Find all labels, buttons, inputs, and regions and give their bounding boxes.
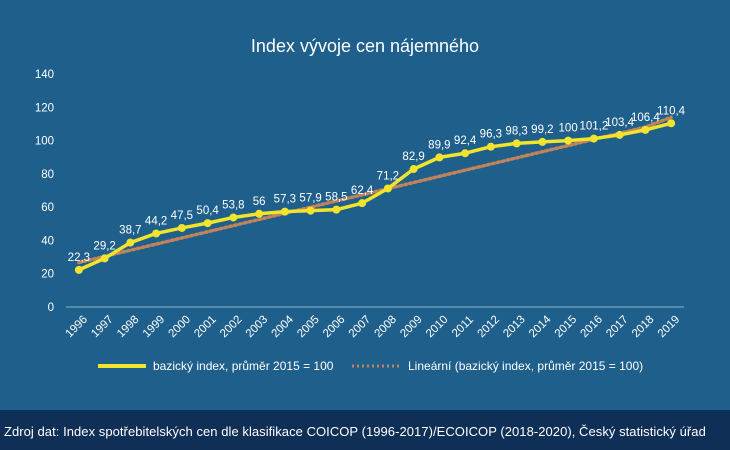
y-tick-label: 60 bbox=[41, 202, 54, 214]
data-point bbox=[538, 137, 547, 146]
x-tick-label: 2006 bbox=[321, 314, 348, 341]
data-point bbox=[409, 165, 418, 174]
x-tick-label: 2007 bbox=[347, 314, 374, 341]
data-point bbox=[255, 209, 264, 218]
data-label: 71,2 bbox=[377, 171, 399, 183]
x-tick-label: 2016 bbox=[578, 314, 605, 341]
x-tick-label: 2010 bbox=[424, 314, 451, 341]
data-point bbox=[229, 213, 238, 222]
data-label: 62,4 bbox=[351, 185, 374, 197]
data-label: 50,4 bbox=[196, 205, 219, 217]
y-tick-label: 80 bbox=[41, 169, 54, 181]
data-point bbox=[435, 153, 444, 162]
x-tick-label: 2015 bbox=[553, 314, 580, 341]
source-note: Zdroj dat: Index spotřebitelských cen dl… bbox=[4, 424, 706, 439]
chart-title: Index vývoje cen nájemného bbox=[251, 36, 479, 56]
data-label: 47,5 bbox=[171, 210, 193, 222]
x-tick-label: 2009 bbox=[398, 314, 425, 341]
x-tick-label: 2008 bbox=[372, 314, 399, 341]
footer: Zdroj dat: Index spotřebitelských cen dl… bbox=[0, 410, 730, 450]
data-label: 22,3 bbox=[68, 252, 90, 264]
x-tick-label: 2019 bbox=[656, 314, 683, 341]
x-tick-label: 2017 bbox=[604, 314, 631, 341]
data-label: 82,9 bbox=[402, 151, 424, 163]
x-tick-label: 2005 bbox=[295, 314, 322, 341]
data-point bbox=[667, 119, 676, 128]
data-label: 101,2 bbox=[579, 121, 608, 133]
data-label: 57,3 bbox=[274, 194, 296, 206]
legend: bazický index, průměr 2015 = 100 Lineárn… bbox=[98, 359, 643, 373]
legend-label-trend: Lineární (bazický index, průměr 2015 = 1… bbox=[408, 359, 643, 373]
chart-svg: Index vývoje cen nájemného 0204060801001… bbox=[35, 36, 686, 373]
data-label: 44,2 bbox=[145, 215, 167, 227]
data-label: 89,9 bbox=[428, 139, 450, 151]
x-tick-label: 2011 bbox=[450, 314, 476, 340]
data-point bbox=[100, 254, 109, 263]
data-point bbox=[203, 219, 212, 228]
data-point bbox=[74, 265, 83, 274]
legend-label-index: bazický index, průměr 2015 = 100 bbox=[153, 359, 334, 373]
data-label: 38,7 bbox=[119, 225, 141, 237]
y-tick-label: 140 bbox=[35, 69, 54, 81]
data-label: 98,3 bbox=[505, 125, 527, 137]
data-point bbox=[358, 199, 367, 208]
data-label: 29,2 bbox=[93, 240, 115, 252]
data-label: 99,2 bbox=[531, 124, 553, 136]
data-point bbox=[486, 142, 495, 151]
x-tick-label: 2003 bbox=[244, 314, 271, 341]
data-labels: 22,329,2 38,7 44,2 47,5 50,4 53,8 56 57,3 57,9 58… bbox=[68, 105, 686, 264]
x-tick-label: 2014 bbox=[527, 313, 554, 340]
data-label: 56 bbox=[253, 196, 266, 208]
data-point bbox=[512, 139, 521, 148]
data-label: 100 bbox=[559, 123, 578, 135]
data-point bbox=[332, 205, 341, 214]
x-tick-label: 2001 bbox=[192, 314, 219, 341]
data-point bbox=[461, 149, 470, 158]
data-point bbox=[152, 229, 161, 238]
y-tick-label: 40 bbox=[41, 235, 54, 247]
data-point bbox=[383, 184, 392, 193]
x-tick-label: 2002 bbox=[218, 314, 245, 341]
data-point bbox=[177, 223, 186, 232]
trend-line bbox=[77, 115, 673, 265]
y-tick-label: 100 bbox=[35, 136, 54, 148]
data-label: 96,3 bbox=[480, 129, 502, 141]
data-label: 92,4 bbox=[454, 135, 477, 147]
x-tick-label: 2013 bbox=[501, 314, 528, 341]
x-tick-label: 2000 bbox=[166, 314, 193, 341]
x-tick-label: 1996 bbox=[63, 314, 90, 341]
data-label: 106,4 bbox=[631, 112, 660, 124]
index-series bbox=[74, 119, 676, 274]
y-tick-label: 0 bbox=[48, 302, 54, 314]
data-label: 57,9 bbox=[299, 193, 321, 205]
trend-series bbox=[77, 115, 673, 265]
index-line bbox=[78, 121, 672, 272]
x-tick-label: 2018 bbox=[630, 314, 657, 341]
data-point bbox=[589, 134, 598, 143]
data-point bbox=[641, 125, 650, 134]
data-label: 110,4 bbox=[657, 105, 686, 117]
data-label: 103,4 bbox=[605, 117, 634, 129]
data-point bbox=[564, 136, 573, 145]
data-point bbox=[280, 207, 289, 216]
data-label: 58,5 bbox=[325, 192, 347, 204]
data-label: 53,8 bbox=[222, 199, 244, 211]
y-tick-label: 20 bbox=[41, 269, 54, 281]
data-point bbox=[306, 206, 315, 215]
x-tick-label: 2004 bbox=[269, 313, 296, 340]
data-point bbox=[126, 238, 135, 247]
x-tick-label: 1999 bbox=[141, 314, 168, 341]
x-tick-label: 1998 bbox=[115, 314, 142, 341]
y-tick-label: 120 bbox=[35, 102, 54, 114]
x-tick-label: 2012 bbox=[475, 314, 502, 341]
x-tick-label: 1997 bbox=[89, 314, 116, 341]
data-point bbox=[615, 130, 624, 139]
